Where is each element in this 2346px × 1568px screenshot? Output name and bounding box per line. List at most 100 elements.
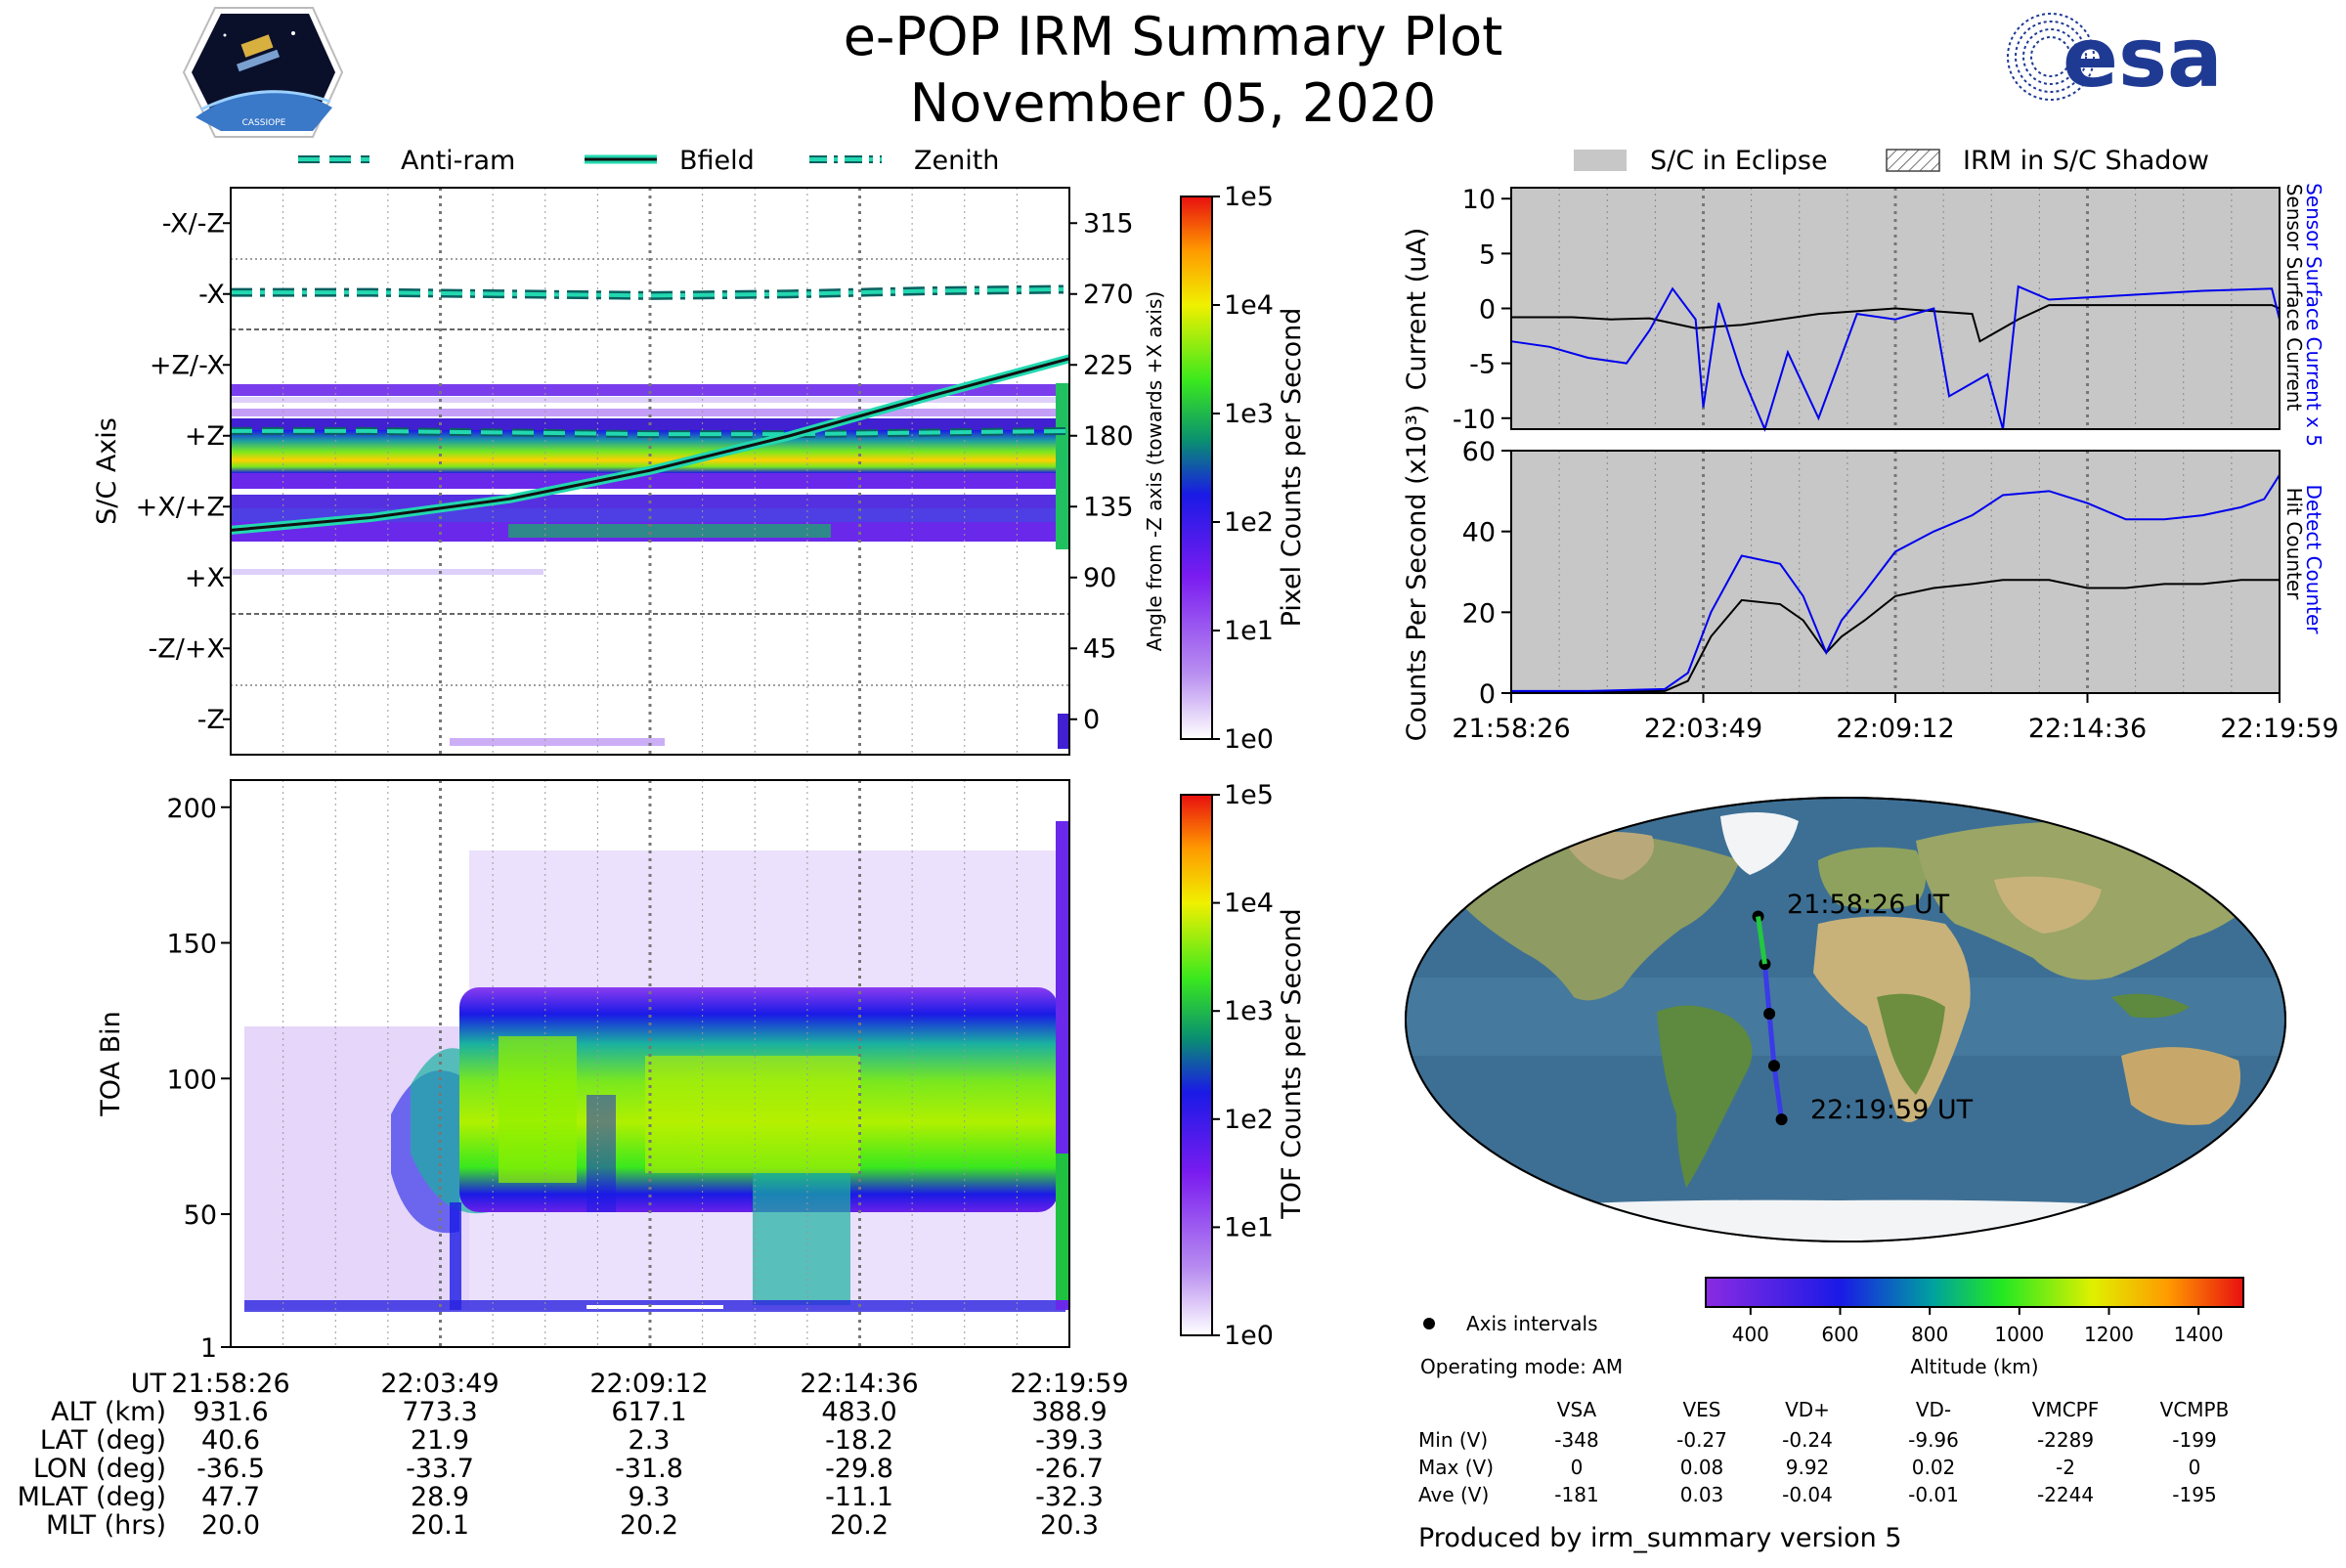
info-cell: -9.96	[1908, 1428, 1959, 1452]
axis-label: -Z/+X	[149, 633, 225, 664]
table-row-label: MLT (hrs)	[46, 1510, 166, 1541]
y-tick-label: 20	[1462, 598, 1496, 629]
toa-tick-label: 1	[200, 1333, 217, 1364]
table-cell: 483.0	[821, 1397, 896, 1427]
axis-label: +X/+Z	[136, 492, 225, 522]
counts-right-label-black: Hit Counter	[2282, 488, 2306, 600]
orbit-parameters-table: UT 21:58:26 22:03:49 22:09:12 22:14:36 22:19:…	[18, 1369, 1129, 1541]
info-cell: -195	[2172, 1483, 2216, 1506]
axis-label: +Z	[185, 421, 225, 452]
anti-ram-line	[231, 428, 1070, 437]
current-panel: 10 5 0 -5 -10 Current (uA) Sensor Surface Cu…	[1402, 183, 2325, 447]
info-column-header: VMCPF	[2032, 1398, 2099, 1421]
y-tick-label: -10	[1453, 405, 1496, 435]
toa-tick-label: 150	[166, 930, 217, 960]
info-cell: -0.04	[1782, 1483, 1833, 1506]
table-cell: -29.8	[825, 1454, 893, 1484]
current-ylabel: Current (uA)	[1402, 228, 1432, 391]
figure-title: e-POP IRM Summary Plot	[844, 6, 1503, 67]
tof-colorbar-label: TOF Counts per Second	[1277, 908, 1307, 1220]
produced-by: Produced by irm_summary version 5	[1418, 1523, 1902, 1553]
tof-counts-colorbar: 1e5 1e4 1e3 1e2 1e1 1e0 TOF Counts per Second	[1180, 780, 1307, 1351]
axis-label: -Z	[197, 705, 225, 735]
colorbar-tick-label: 1e4	[1224, 889, 1274, 919]
info-block: Axis intervals Operating mode: AM VSA VES…	[1418, 1312, 2229, 1553]
angle-tick-label: 45	[1083, 633, 1116, 664]
legend-eclipse: S/C in Eclipse	[1650, 146, 1828, 176]
legend-anti-ram: Anti-ram	[401, 146, 515, 176]
cassiope-logo: CASSIOPE	[182, 7, 344, 138]
colorbar-tick-label: 1e2	[1224, 1105, 1274, 1135]
sensor-current-x5-line	[1510, 284, 2281, 432]
table-cell: 28.9	[411, 1482, 469, 1512]
info-cell: -199	[2172, 1428, 2216, 1452]
table-cell: 20.0	[201, 1510, 260, 1541]
table-row-label: ALT (km)	[51, 1397, 166, 1427]
altitude-tick-label: 400	[1732, 1323, 1769, 1346]
altitude-tick-label: 600	[1821, 1323, 1858, 1346]
table-cell: 20.3	[1040, 1510, 1099, 1541]
counts-right-label-blue: Detect Counter	[2302, 485, 2325, 635]
time-tick-label: 22:19:59	[2220, 714, 2338, 744]
table-cell: 21:58:26	[171, 1369, 289, 1399]
info-row-label: Max (V)	[1418, 1456, 1494, 1479]
cassiope-logo-text: CASSIOPE	[242, 118, 286, 128]
pixel-colorbar-label: Pixel Counts per Second	[1277, 308, 1307, 628]
info-cell: 0.02	[1912, 1456, 1956, 1479]
table-cell: -32.3	[1035, 1482, 1104, 1512]
info-cell: 0.08	[1680, 1456, 1724, 1479]
y-tick-label: 40	[1462, 518, 1496, 548]
time-tick-label: 22:09:12	[1836, 714, 1954, 744]
info-column-header: VD+	[1785, 1398, 1830, 1421]
toa-tick-label: 200	[166, 794, 217, 824]
esa-logo: esa	[2007, 10, 2223, 106]
pixel-counts-colorbar: 1e5 1e4 1e3 1e2 1e1 1e0 Pixel Counts per Seco…	[1180, 182, 1307, 755]
top-legend: Anti-ram Bfield Zenith	[298, 146, 999, 176]
altitude-tick-label: 1000	[1994, 1323, 2044, 1346]
table-cell: 9.3	[629, 1482, 671, 1512]
sensor-current-line	[1511, 304, 2281, 343]
y-tick-label: 5	[1479, 240, 1496, 270]
table-cell: -26.7	[1035, 1454, 1104, 1484]
colorbar-tick-label: 1e3	[1224, 996, 1274, 1026]
zenith-line	[231, 286, 1070, 298]
toa-panel: 200 150 100 50 1 TOA Bin	[96, 779, 1070, 1364]
toa-heatmap	[244, 821, 1069, 1312]
table-cell: 931.6	[193, 1397, 268, 1427]
time-tick-label: 22:03:49	[1644, 714, 1762, 744]
colorbar-tick-label: 1e1	[1224, 616, 1274, 646]
table-row-label: LAT (deg)	[40, 1425, 166, 1456]
info-cell: -0.01	[1908, 1483, 1959, 1506]
altitude-tick-label: 1400	[2174, 1323, 2224, 1346]
altitude-tick-label: 800	[1911, 1323, 1948, 1346]
bfield-line	[230, 357, 1070, 532]
colorbar-tick-label: 1e0	[1224, 724, 1274, 755]
time-tick-label: 22:14:36	[2028, 714, 2147, 744]
axis-panel-ylabel: S/C Axis	[92, 417, 122, 525]
table-row-label: LON (deg)	[33, 1454, 166, 1484]
y-tick-label: 0	[1479, 679, 1496, 710]
info-column-header: VES	[1682, 1398, 1720, 1421]
table-cell: 22:14:36	[800, 1369, 918, 1399]
table-row-label: UT	[131, 1369, 167, 1399]
toa-panel-ylabel: TOA Bin	[96, 1011, 126, 1116]
axis-panel-ylabel-right: Angle from -Z axis (towards +X axis)	[1143, 291, 1166, 651]
table-cell: -39.3	[1035, 1425, 1104, 1456]
info-cell: -0.24	[1782, 1428, 1833, 1452]
time-tick-label: 21:58:26	[1452, 714, 1570, 744]
hit-counter-line	[1510, 579, 2280, 694]
colorbar-tick-label: 1e0	[1224, 1321, 1274, 1351]
info-cell: 0	[1571, 1456, 1584, 1479]
angle-tick-label: 270	[1083, 280, 1134, 310]
y-tick-label: 10	[1462, 185, 1496, 215]
table-cell: 47.7	[201, 1482, 260, 1512]
y-tick-label: 0	[1479, 295, 1496, 326]
info-cell: 0	[2189, 1456, 2201, 1479]
table-cell: 20.2	[620, 1510, 678, 1541]
track-start-label: 21:58:26 UT	[1787, 890, 1950, 920]
table-cell: 20.2	[830, 1510, 889, 1541]
eclipse-legend: S/C in Eclipse IRM in S/C Shadow	[1574, 146, 2209, 176]
colorbar-tick-label: 1e2	[1224, 507, 1274, 538]
colorbar-tick-label: 1e1	[1224, 1212, 1274, 1242]
table-cell: -18.2	[825, 1425, 893, 1456]
